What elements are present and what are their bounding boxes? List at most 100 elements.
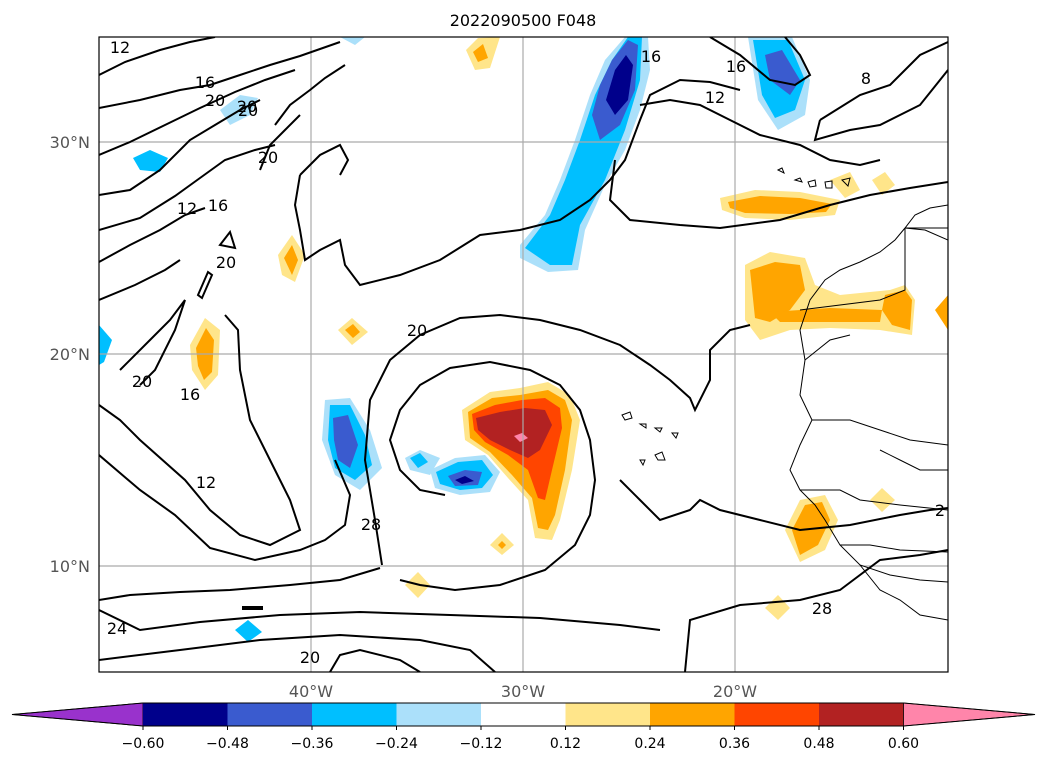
contour-label: 20	[238, 101, 258, 120]
colorbar-tick-label: 0.60	[888, 736, 919, 752]
colorbar-segment	[481, 703, 566, 726]
contour-line	[99, 144, 276, 231]
colorbar-tick-label: −0.12	[460, 736, 503, 752]
contour-line	[242, 606, 263, 610]
coastlines	[621, 167, 948, 621]
contour-line	[299, 143, 350, 176]
negative-field	[606, 55, 633, 115]
gridlines	[99, 37, 948, 672]
contour-line	[99, 99, 261, 196]
positive-field	[728, 196, 832, 214]
colorbar: −0.60 −0.48 −0.36 −0.24 −0.12 0.12 0.24 0.36 0.4…	[11, 702, 1036, 752]
country-border	[800, 489, 948, 511]
map-title: 2022090500 F048	[450, 11, 597, 30]
cape-verde-islands	[621, 411, 679, 467]
contour-label: 20	[237, 97, 257, 116]
positive-field	[872, 172, 895, 195]
contour-label: 20	[132, 372, 152, 391]
positive-field	[284, 245, 298, 275]
lon-label: 30°W	[501, 682, 545, 701]
colorbar-extend-high	[903, 702, 1036, 727]
contour-label: 24	[107, 619, 127, 638]
colorbar-tick-label: −0.36	[291, 736, 334, 752]
colorbar-segment	[396, 703, 482, 726]
contour-label: 16	[195, 73, 215, 92]
colorbar-segment	[565, 703, 651, 726]
contour-label: 20	[216, 253, 236, 272]
canary-islands	[776, 167, 851, 189]
negative-field	[455, 476, 474, 484]
contour-line	[99, 37, 216, 76]
contour-label: 16	[641, 47, 661, 66]
positive-field	[882, 290, 912, 330]
contour-label: 28	[812, 599, 832, 618]
positive-field	[345, 324, 360, 338]
positive-field	[514, 433, 528, 442]
contour-labels: 12 16 20 20 20 20 12 16 20 20 16 20 12 2…	[107, 38, 945, 667]
contour-label: 12	[177, 199, 197, 218]
contour-label: 2	[935, 501, 945, 520]
map-area	[99, 37, 948, 672]
lat-label: 10°N	[50, 557, 90, 576]
contour-line	[684, 549, 948, 672]
contour-line	[608, 159, 948, 230]
negative-field	[333, 415, 358, 468]
positive-field	[750, 262, 805, 322]
positive-field	[476, 408, 552, 458]
contour-label: 16	[208, 196, 228, 215]
colorbar-segment	[143, 703, 228, 726]
negative-field	[235, 620, 262, 642]
positive-field	[770, 308, 882, 322]
contour-line	[99, 314, 302, 547]
colorbar-tick-label: 0.24	[634, 736, 665, 752]
country-border	[840, 544, 948, 553]
negative-field	[340, 37, 365, 45]
contour-line	[99, 69, 296, 156]
contour-line	[363, 313, 751, 566]
contour-line	[99, 207, 206, 263]
contour-label: 8	[861, 69, 871, 88]
lon-label: 40°W	[289, 682, 333, 701]
contour-label: 12	[705, 88, 725, 107]
contour-label: 12	[196, 473, 216, 492]
contour-line	[99, 609, 661, 632]
country-border	[904, 227, 948, 241]
negative-field	[99, 325, 112, 365]
contour-line	[119, 299, 186, 386]
contour-label: 20	[205, 91, 225, 110]
colorbar-tick-label: −0.48	[206, 736, 249, 752]
contour-line	[99, 633, 496, 672]
contour-line	[819, 41, 948, 121]
contour-line	[709, 37, 812, 87]
africa-coastline	[789, 204, 948, 583]
negative-field	[133, 150, 168, 172]
lon-label: 20°W	[713, 682, 757, 701]
contour-line	[274, 64, 346, 126]
positive-field	[765, 595, 790, 620]
colorbar-segment	[227, 703, 313, 726]
lat-label: 20°N	[50, 345, 90, 364]
colorbar-tick-label: 0.12	[550, 736, 581, 752]
contour-line	[196, 270, 214, 300]
positive-field	[870, 488, 895, 512]
contour-label: 20	[300, 648, 320, 667]
country-border	[859, 564, 948, 621]
colorbar-segment	[819, 703, 904, 726]
colorbar-tick-label: 0.48	[803, 736, 834, 752]
positive-field	[498, 541, 506, 549]
contour-line	[259, 114, 301, 171]
contour-label: 20	[258, 148, 278, 167]
contour-line	[99, 567, 381, 601]
colorbar-tick-label: 0.36	[719, 736, 750, 752]
negative-field	[410, 453, 428, 468]
latitude-labels: 30°N 20°N 10°N	[50, 133, 90, 576]
contour-line	[218, 229, 237, 250]
contour-label: 28	[361, 515, 381, 534]
colorbar-extend-low	[11, 702, 144, 727]
positive-field	[935, 295, 948, 330]
colorbar-tick-label: −0.60	[122, 736, 165, 752]
country-border	[799, 228, 906, 311]
contour-label: 16	[180, 385, 200, 404]
contour-line	[813, 69, 948, 142]
